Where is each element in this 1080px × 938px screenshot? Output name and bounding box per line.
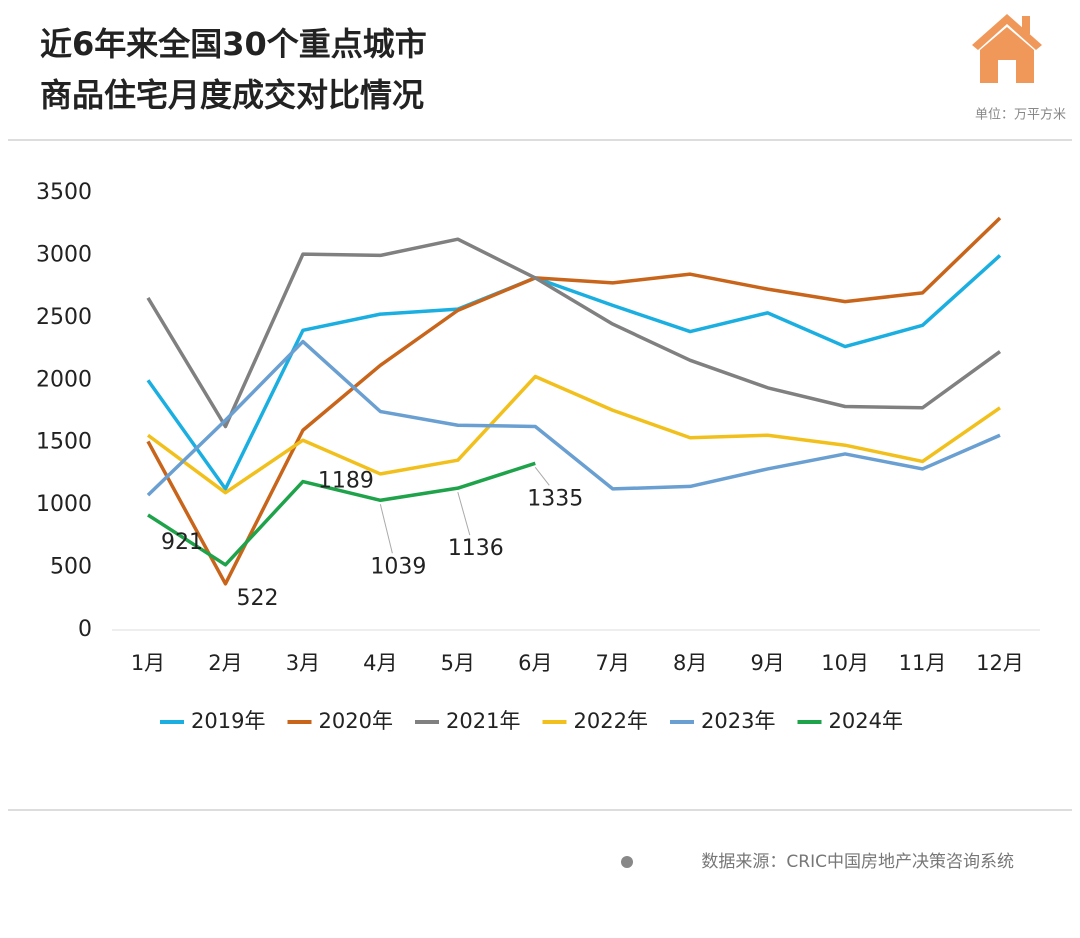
y-tick-label: 1000 [36,492,92,517]
legend-label: 2022年 [574,709,648,733]
x-tick-label: 2月 [208,651,242,675]
y-tick-label: 500 [50,555,92,580]
series-line [146,374,1001,495]
series-line [146,237,1002,429]
series-line [146,216,1002,586]
leader-line [379,504,393,554]
x-tick-label: 7月 [596,651,630,675]
series-line [146,339,1001,497]
unit-label: 单位：万平方米 [975,107,1066,123]
chart-title: 近6年来全国30个重点城市 [40,25,427,63]
y-tick-label: 2500 [36,305,92,330]
x-tick-label: 3月 [286,651,320,675]
data-label: 1039 [370,554,426,579]
x-tick-label: 6月 [518,651,552,675]
y-tick-label: 3000 [36,242,92,267]
legend-label: 2024年 [829,709,903,733]
leader-line [534,467,550,486]
source-note: 数据来源：CRIC中国房地产决策咨询系统 [701,852,1014,872]
x-tick-label: 8月 [673,651,707,675]
source-bullet [621,856,633,868]
x-tick-label: 9月 [750,651,784,675]
series-line [146,254,1002,491]
y-tick-label: 1500 [36,430,92,455]
y-tick-label: 3500 [36,180,92,205]
x-tick-label: 11月 [899,651,947,675]
data-label: 1136 [448,536,504,561]
leader-line [457,492,471,536]
y-tick-label: 0 [78,617,92,642]
legend-label: 2020年 [319,709,393,733]
chart-title: 商品住宅月度成交对比情况 [40,76,424,114]
house-icon [972,14,1042,83]
data-label: 1189 [318,469,374,494]
legend-label: 2023年 [701,709,775,733]
x-tick-label: 4月 [363,651,397,675]
x-tick-label: 12月 [976,651,1024,675]
legend-label: 2019年 [191,709,265,733]
x-tick-label: 1月 [131,651,165,675]
legend-label: 2021年 [446,709,520,733]
data-label: 522 [236,586,278,611]
x-tick-label: 10月 [821,651,869,675]
series-line [147,461,536,567]
x-tick-label: 5月 [441,651,475,675]
y-tick-label: 2000 [36,367,92,392]
data-label: 1335 [527,486,583,511]
data-label: 921 [161,530,203,555]
